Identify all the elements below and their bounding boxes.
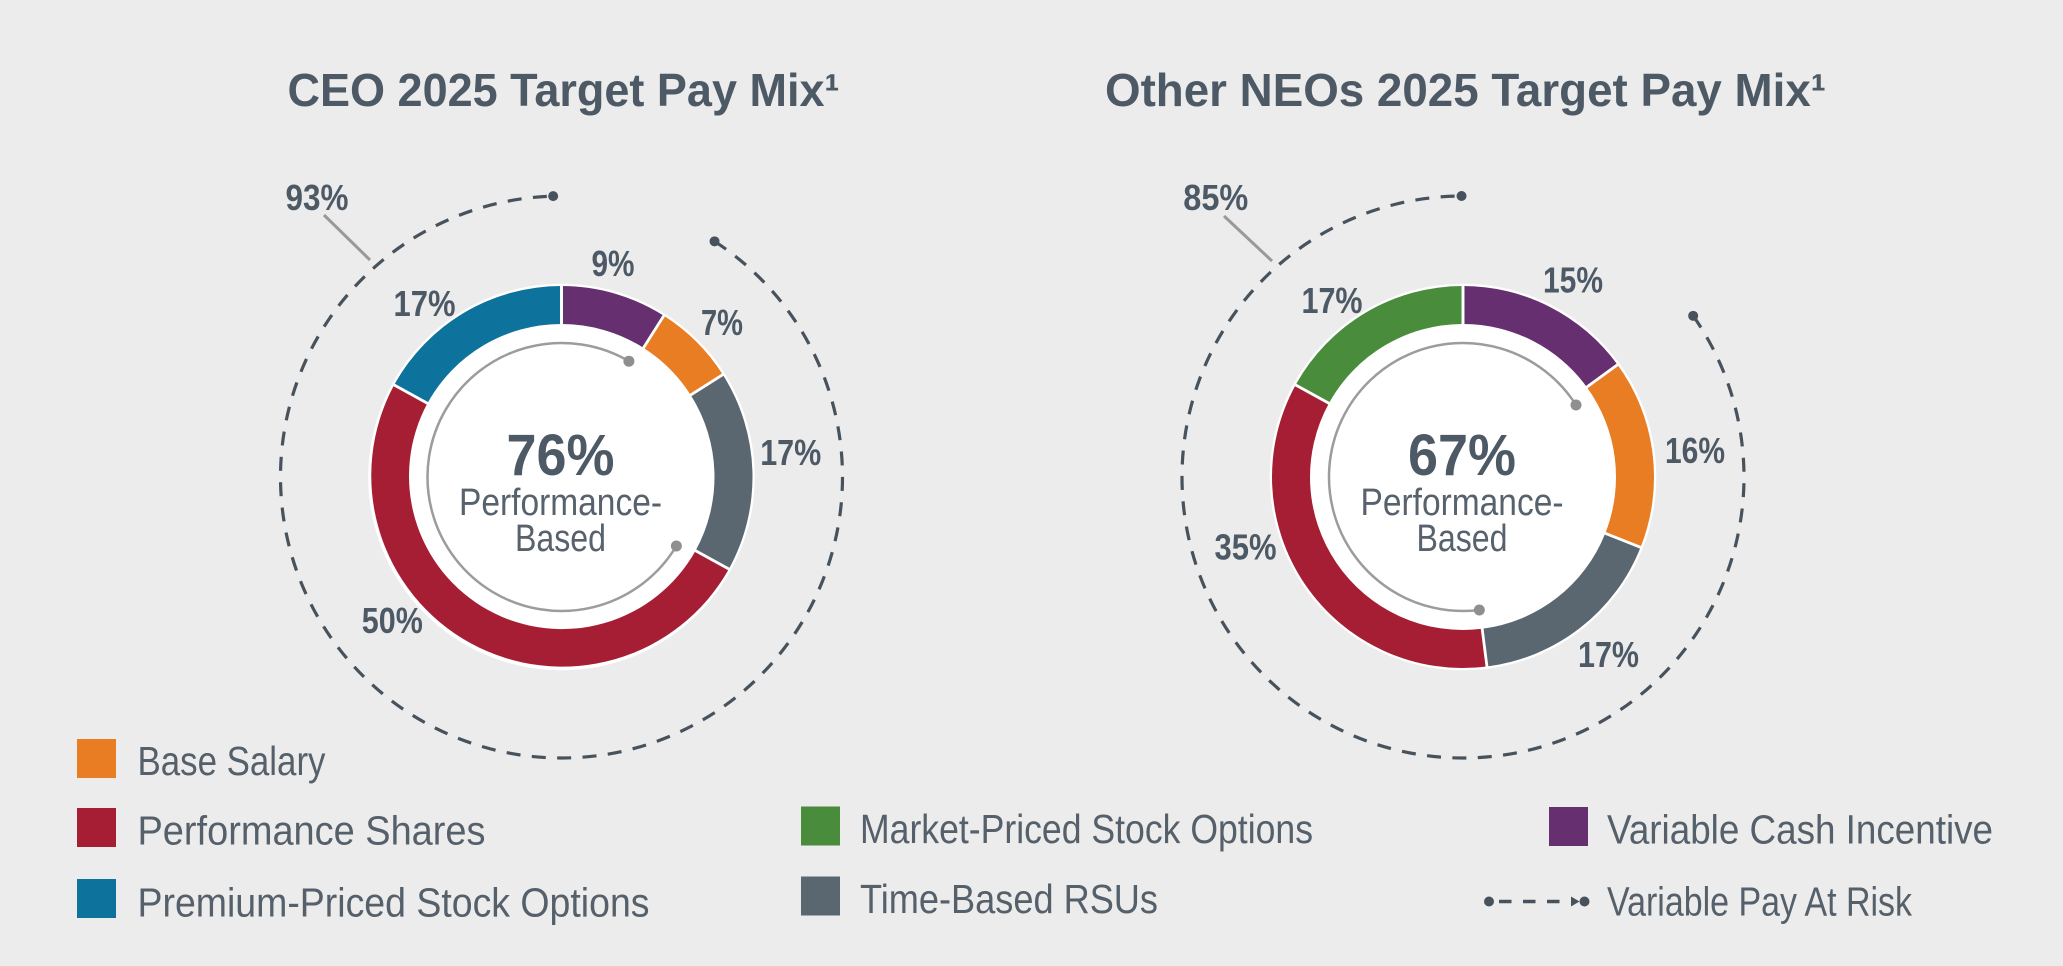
- svg-text:Based: Based: [515, 518, 606, 560]
- svg-text:16%: 16%: [1665, 430, 1725, 471]
- svg-text:Performance-: Performance-: [1361, 482, 1564, 524]
- svg-text:50%: 50%: [362, 600, 423, 641]
- svg-text:17%: 17%: [1578, 634, 1639, 675]
- svg-text:Variable Pay At Risk: Variable Pay At Risk: [1607, 879, 1912, 925]
- svg-text:Time-Based RSUs: Time-Based RSUs: [860, 876, 1158, 922]
- svg-text:67%: 67%: [1408, 423, 1516, 488]
- svg-text:17%: 17%: [760, 432, 821, 473]
- svg-text:Base Salary: Base Salary: [138, 738, 326, 784]
- svg-text:7%: 7%: [701, 302, 743, 343]
- svg-text:85%: 85%: [1183, 177, 1248, 218]
- svg-text:17%: 17%: [394, 283, 456, 324]
- svg-text:Other NEOs 2025 Target Pay Mix: Other NEOs 2025 Target Pay Mix¹: [1105, 64, 1826, 116]
- svg-text:Based: Based: [1417, 518, 1508, 560]
- svg-text:15%: 15%: [1543, 260, 1603, 301]
- svg-text:17%: 17%: [1302, 280, 1363, 321]
- svg-text:Performance-: Performance-: [459, 482, 662, 524]
- svg-text:Variable Cash Incentive: Variable Cash Incentive: [1607, 807, 1993, 853]
- svg-text:9%: 9%: [592, 243, 635, 284]
- svg-text:CEO 2025 Target Pay Mix¹: CEO 2025 Target Pay Mix¹: [288, 64, 840, 116]
- svg-text:Market-Priced Stock Options: Market-Priced Stock Options: [860, 806, 1313, 852]
- svg-text:76%: 76%: [507, 423, 615, 488]
- svg-text:93%: 93%: [286, 177, 349, 218]
- svg-text:35%: 35%: [1215, 527, 1277, 568]
- svg-text:Premium-Priced Stock Options: Premium-Priced Stock Options: [138, 879, 650, 925]
- svg-text:Performance Shares: Performance Shares: [138, 808, 486, 854]
